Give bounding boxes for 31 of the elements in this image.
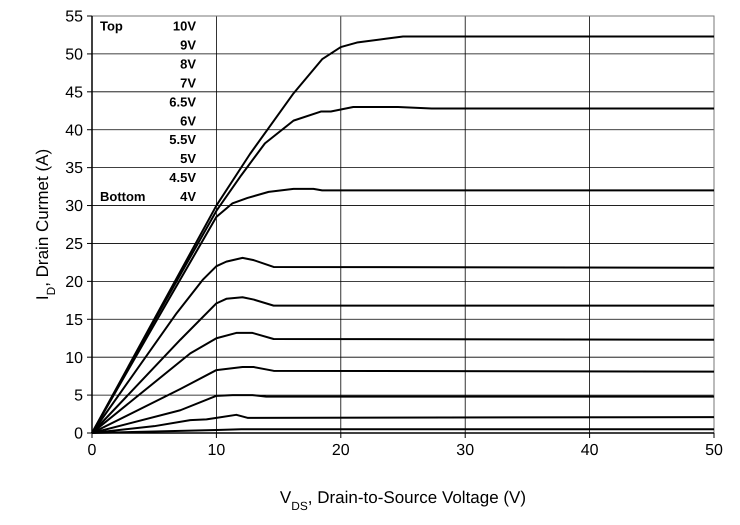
y-tick-label: 0 — [74, 426, 84, 443]
x-tick-label: 0 — [88, 442, 97, 459]
x-axis-title: V$_{DS}$, Drain-to-Source Voltage (V) — [280, 488, 526, 513]
annotation: Top — [100, 18, 123, 34]
y-tick-label: 25 — [65, 236, 84, 254]
x-tick-label: 20 — [332, 442, 350, 459]
annotation: 4V — [180, 189, 196, 204]
annotation: 5V — [180, 151, 196, 166]
annotation: 10V — [172, 18, 196, 34]
x-tick-label: 10 — [208, 442, 226, 459]
x-tick-label: 40 — [580, 442, 599, 459]
y-tick-label: 20 — [65, 274, 84, 291]
annotation: 9V — [180, 37, 196, 52]
y-tick-label: 15 — [65, 312, 84, 329]
y-tick-label: 50 — [65, 46, 84, 64]
x-tick-label: 50 — [705, 442, 723, 459]
y-tick-label: 35 — [65, 160, 84, 178]
y-tick-label: 40 — [65, 122, 84, 140]
annotation: 8V — [180, 56, 196, 72]
y-tick-label: 45 — [65, 84, 84, 102]
y-tick-label: 55 — [65, 8, 84, 26]
annotation: 6V — [180, 113, 196, 128]
annotation: 5.5V — [169, 132, 196, 148]
x-tick-label: 30 — [456, 442, 474, 459]
y-tick-label: 5 — [74, 388, 84, 405]
y-tick-label: 10 — [65, 350, 84, 367]
annotation: 6.5V — [169, 94, 196, 110]
annotation: 7V — [180, 75, 196, 90]
y-tick-label: 30 — [65, 198, 84, 216]
annotation: 4.5V — [169, 170, 196, 186]
annotation: Bottom — [100, 189, 146, 204]
